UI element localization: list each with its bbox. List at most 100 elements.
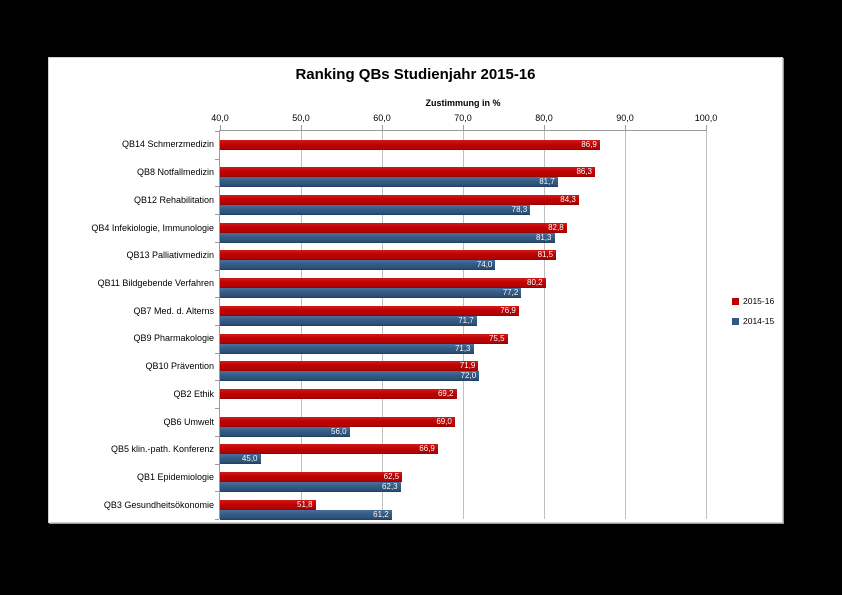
bar-value-label: 69,0: [436, 416, 452, 426]
bar-value-label: 82,8: [548, 222, 564, 232]
bar-2015-16-QB4: 82,8: [220, 222, 567, 233]
category-tick-mark: [215, 408, 219, 410]
bar-value-label: 81,5: [537, 250, 554, 260]
category-label: QB14 Schmerzmedizin: [121, 139, 214, 150]
chart-area: Ranking QBs Studienjahr 2015-16 Zustimmu…: [48, 57, 783, 523]
bar-value-label: 76,9: [500, 305, 516, 315]
bar-value-label: 66,9: [419, 444, 435, 454]
bar-2015-16-QB14: 86,9: [220, 139, 600, 150]
bar-2015-16-QB7: 76,9: [220, 305, 519, 316]
bar-value-label: 69,2: [437, 388, 454, 398]
category-tick-mark: [215, 463, 219, 465]
bar-value-label: 51,8: [297, 499, 313, 509]
x-tick-label: 40,0: [211, 113, 229, 123]
bar-value-label: 74,0: [476, 260, 493, 270]
bar-value-label: 78,3: [511, 204, 528, 214]
legend-swatch-2015-16: [732, 297, 739, 305]
category-label: QB2 Ethik: [173, 388, 214, 399]
category-label: QB7 Med. d. Alterns: [133, 305, 214, 316]
category-tick-mark: [215, 491, 219, 493]
legend-item-2014-15: 2014-15: [732, 311, 774, 331]
x-tick-label: 50,0: [292, 113, 310, 123]
gridline: [625, 131, 626, 519]
bar-2015-16-QB5: 66,9: [220, 444, 438, 455]
bar-value-label: 77,2: [502, 288, 519, 298]
bar-2015-16-QB12: 84,3: [220, 194, 579, 205]
x-tick-mark: [463, 125, 464, 130]
legend-label: 2015-16: [743, 296, 775, 306]
gridline: [706, 131, 707, 519]
bar-value-label: 62,3: [382, 482, 398, 492]
bar-2015-16-QB9: 75,5: [220, 333, 508, 344]
bar-2014-15-QB12: 78,3: [220, 204, 531, 215]
bar-2014-15-QB7: 71,7: [220, 315, 477, 326]
bar-2014-15-QB5: 45,0: [220, 454, 261, 465]
bar-value-label: 86,9: [581, 139, 597, 149]
bar-value-label: 84,3: [560, 194, 576, 204]
category-tick-mark: [215, 435, 219, 437]
x-tick-mark: [625, 125, 626, 130]
legend-label: 2014-15: [743, 316, 775, 326]
category-tick-mark: [215, 214, 219, 216]
category-label: QB4 Infekiologie, Immunologie: [91, 222, 214, 233]
x-tick-mark: [706, 125, 707, 130]
bar-2015-16-QB1: 62,5: [220, 472, 403, 483]
legend-swatch-2014-15: [732, 317, 739, 325]
category-label: QB5 klin.-path. Konferenz: [110, 444, 214, 455]
category-label: QB3 Gesundheitsökonomie: [103, 499, 214, 510]
bar-2014-15-QB8: 81,7: [220, 177, 558, 188]
category-label: QB8 Notfallmedizin: [136, 167, 214, 178]
x-tick-label: 60,0: [373, 113, 391, 123]
category-tick-mark: [215, 241, 219, 243]
category-label: QB10 Prävention: [145, 361, 214, 372]
category-label: QB6 Umwelt: [163, 416, 214, 427]
category-tick-mark: [215, 519, 219, 520]
category-tick-mark: [215, 297, 219, 299]
category-label: QB1 Epidemiologie: [136, 471, 214, 482]
bar-2014-15-QB11: 77,2: [220, 288, 522, 299]
bar-2014-15-QB9: 71,3: [220, 343, 474, 354]
value-axis-title: Zustimmung in %: [425, 98, 501, 108]
chart-title: Ranking QBs Studienjahr 2015-16: [295, 66, 536, 83]
category-tick-mark: [215, 380, 219, 382]
plot-area: 86,9 86,3 81,7 84,3 78,3 82,8 81,3 81,5 74,0 80,2…: [220, 131, 707, 520]
category-label: QB13 Palliativmedizin: [126, 250, 214, 261]
legend: 2015-16 2014-15: [732, 291, 774, 331]
bar-value-label: 45,0: [241, 454, 258, 464]
bar-2014-15-QB1: 62,3: [220, 482, 401, 493]
bar-2015-16-QB6: 69,0: [220, 416, 455, 427]
bar-value-label: 71,3: [454, 343, 471, 353]
bar-value-label: 71,9: [459, 361, 476, 371]
category-tick-mark: [215, 352, 219, 354]
x-tick-mark: [301, 125, 302, 130]
x-tick-label: 90,0: [616, 113, 634, 123]
gridline: [544, 131, 545, 519]
x-tick-mark: [382, 125, 383, 130]
bar-2014-15-QB10: 72,0: [220, 371, 480, 382]
bar-2014-15-QB3: 61,2: [220, 509, 392, 520]
category-tick-mark: [215, 158, 219, 160]
x-tick-label: 70,0: [454, 113, 472, 123]
bar-2014-15-QB4: 81,3: [220, 232, 555, 243]
bar-value-label: 71,7: [458, 315, 474, 325]
bar-value-label: 80,2: [527, 278, 543, 288]
x-tick-mark: [220, 125, 221, 130]
legend-item-2015-16: 2015-16: [732, 291, 774, 311]
x-tick-mark: [544, 125, 545, 130]
bar-value-label: 81,3: [535, 232, 552, 242]
category-tick-mark: [215, 325, 219, 326]
bar-value-label: 61,2: [373, 509, 389, 519]
category-tick-mark: [215, 131, 219, 132]
bar-2015-16-QB8: 86,3: [220, 167, 596, 178]
category-tick-mark: [215, 186, 219, 188]
category-label: QB12 Rehabilitation: [133, 194, 214, 205]
value-axis-line: [220, 130, 707, 131]
bar-2015-16-QB3: 51,8: [220, 499, 316, 510]
bar-value-label: 72,0: [460, 371, 477, 381]
bar-value-label: 56,0: [331, 426, 347, 436]
bar-value-label: 75,5: [488, 333, 505, 343]
bar-2014-15-QB13: 74,0: [220, 260, 496, 271]
category-axis-line: [219, 130, 220, 519]
x-tick-label: 80,0: [535, 113, 553, 123]
